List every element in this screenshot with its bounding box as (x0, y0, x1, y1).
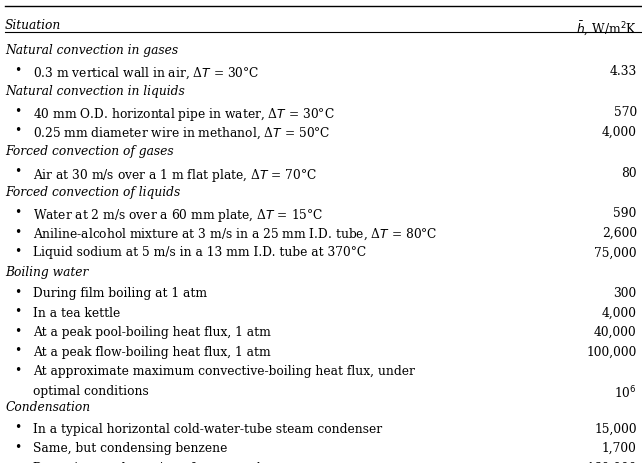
Text: Forced convection of gases: Forced convection of gases (5, 145, 174, 158)
Text: At a peak flow-boiling heat flux, 1 atm: At a peak flow-boiling heat flux, 1 atm (33, 345, 271, 358)
Text: In a tea kettle: In a tea kettle (33, 306, 121, 319)
Text: Air at 30 m/s over a 1 m flat plate, Δ$T$ = 70°C: Air at 30 m/s over a 1 m flat plate, Δ$T… (33, 166, 317, 183)
Text: 40,000: 40,000 (594, 325, 637, 338)
Text: Natural convection in gases: Natural convection in gases (5, 44, 178, 57)
Text: Dropwise condensation of water at 1 atm: Dropwise condensation of water at 1 atm (33, 461, 291, 463)
Text: 160,000: 160,000 (586, 461, 637, 463)
Text: •: • (14, 206, 22, 219)
Text: 4.33: 4.33 (610, 65, 637, 78)
Text: 300: 300 (614, 287, 637, 300)
Text: Aniline-alcohol mixture at 3 m/s in a 25 mm I.D. tube, Δ$T$ = 80°C: Aniline-alcohol mixture at 3 m/s in a 25… (33, 226, 438, 242)
Text: •: • (14, 124, 22, 137)
Text: •: • (14, 64, 22, 77)
Text: •: • (14, 244, 22, 257)
Text: •: • (14, 225, 22, 238)
Text: 80: 80 (621, 166, 637, 179)
Text: Natural convection in liquids: Natural convection in liquids (5, 85, 185, 98)
Text: 2,600: 2,600 (602, 226, 637, 239)
Text: 15,000: 15,000 (594, 422, 637, 435)
Text: •: • (14, 420, 22, 433)
Text: Same, but condensing benzene: Same, but condensing benzene (33, 441, 228, 454)
Text: Condensation: Condensation (5, 400, 91, 413)
Text: •: • (14, 344, 22, 357)
Text: •: • (14, 459, 22, 463)
Text: •: • (14, 324, 22, 337)
Text: During film boiling at 1 atm: During film boiling at 1 atm (33, 287, 207, 300)
Text: 75,000: 75,000 (594, 246, 637, 259)
Text: 10$^6$: 10$^6$ (614, 384, 637, 400)
Text: optimal conditions: optimal conditions (33, 384, 149, 397)
Text: •: • (14, 305, 22, 318)
Text: •: • (14, 440, 22, 453)
Text: At a peak pool-boiling heat flux, 1 atm: At a peak pool-boiling heat flux, 1 atm (33, 325, 272, 338)
Text: 590: 590 (614, 207, 637, 220)
Text: 570: 570 (614, 106, 637, 119)
Text: At approximate maximum convective-boiling heat flux, under: At approximate maximum convective-boilin… (33, 364, 415, 377)
Text: Water at 2 m/s over a 60 mm plate, Δ$T$ = 15°C: Water at 2 m/s over a 60 mm plate, Δ$T$ … (33, 207, 324, 224)
Text: Boiling water: Boiling water (5, 265, 89, 278)
Text: •: • (14, 105, 22, 118)
Text: Liquid sodium at 5 m/s in a 13 mm I.D. tube at 370°C: Liquid sodium at 5 m/s in a 13 mm I.D. t… (33, 246, 367, 259)
Text: •: • (14, 285, 22, 298)
Text: 0.25 mm diameter wire in methanol, Δ$T$ = 50°C: 0.25 mm diameter wire in methanol, Δ$T$ … (33, 125, 331, 141)
Text: •: • (14, 165, 22, 178)
Text: 40 mm O.D. horizontal pipe in water, Δ$T$ = 30°C: 40 mm O.D. horizontal pipe in water, Δ$T… (33, 106, 335, 123)
Text: Forced convection of liquids: Forced convection of liquids (5, 186, 180, 199)
Text: 0.3 m vertical wall in air, Δ$T$ = 30°C: 0.3 m vertical wall in air, Δ$T$ = 30°C (33, 65, 260, 81)
Text: 1,700: 1,700 (602, 441, 637, 454)
Text: Situation: Situation (5, 19, 62, 32)
Text: 4,000: 4,000 (602, 125, 637, 138)
Text: •: • (14, 363, 22, 376)
Text: In a typical horizontal cold-water-tube steam condenser: In a typical horizontal cold-water-tube … (33, 422, 383, 435)
Text: 100,000: 100,000 (587, 345, 637, 358)
Text: 4,000: 4,000 (602, 306, 637, 319)
Text: $\bar{h}$, W/m$^2$K: $\bar{h}$, W/m$^2$K (576, 19, 637, 38)
